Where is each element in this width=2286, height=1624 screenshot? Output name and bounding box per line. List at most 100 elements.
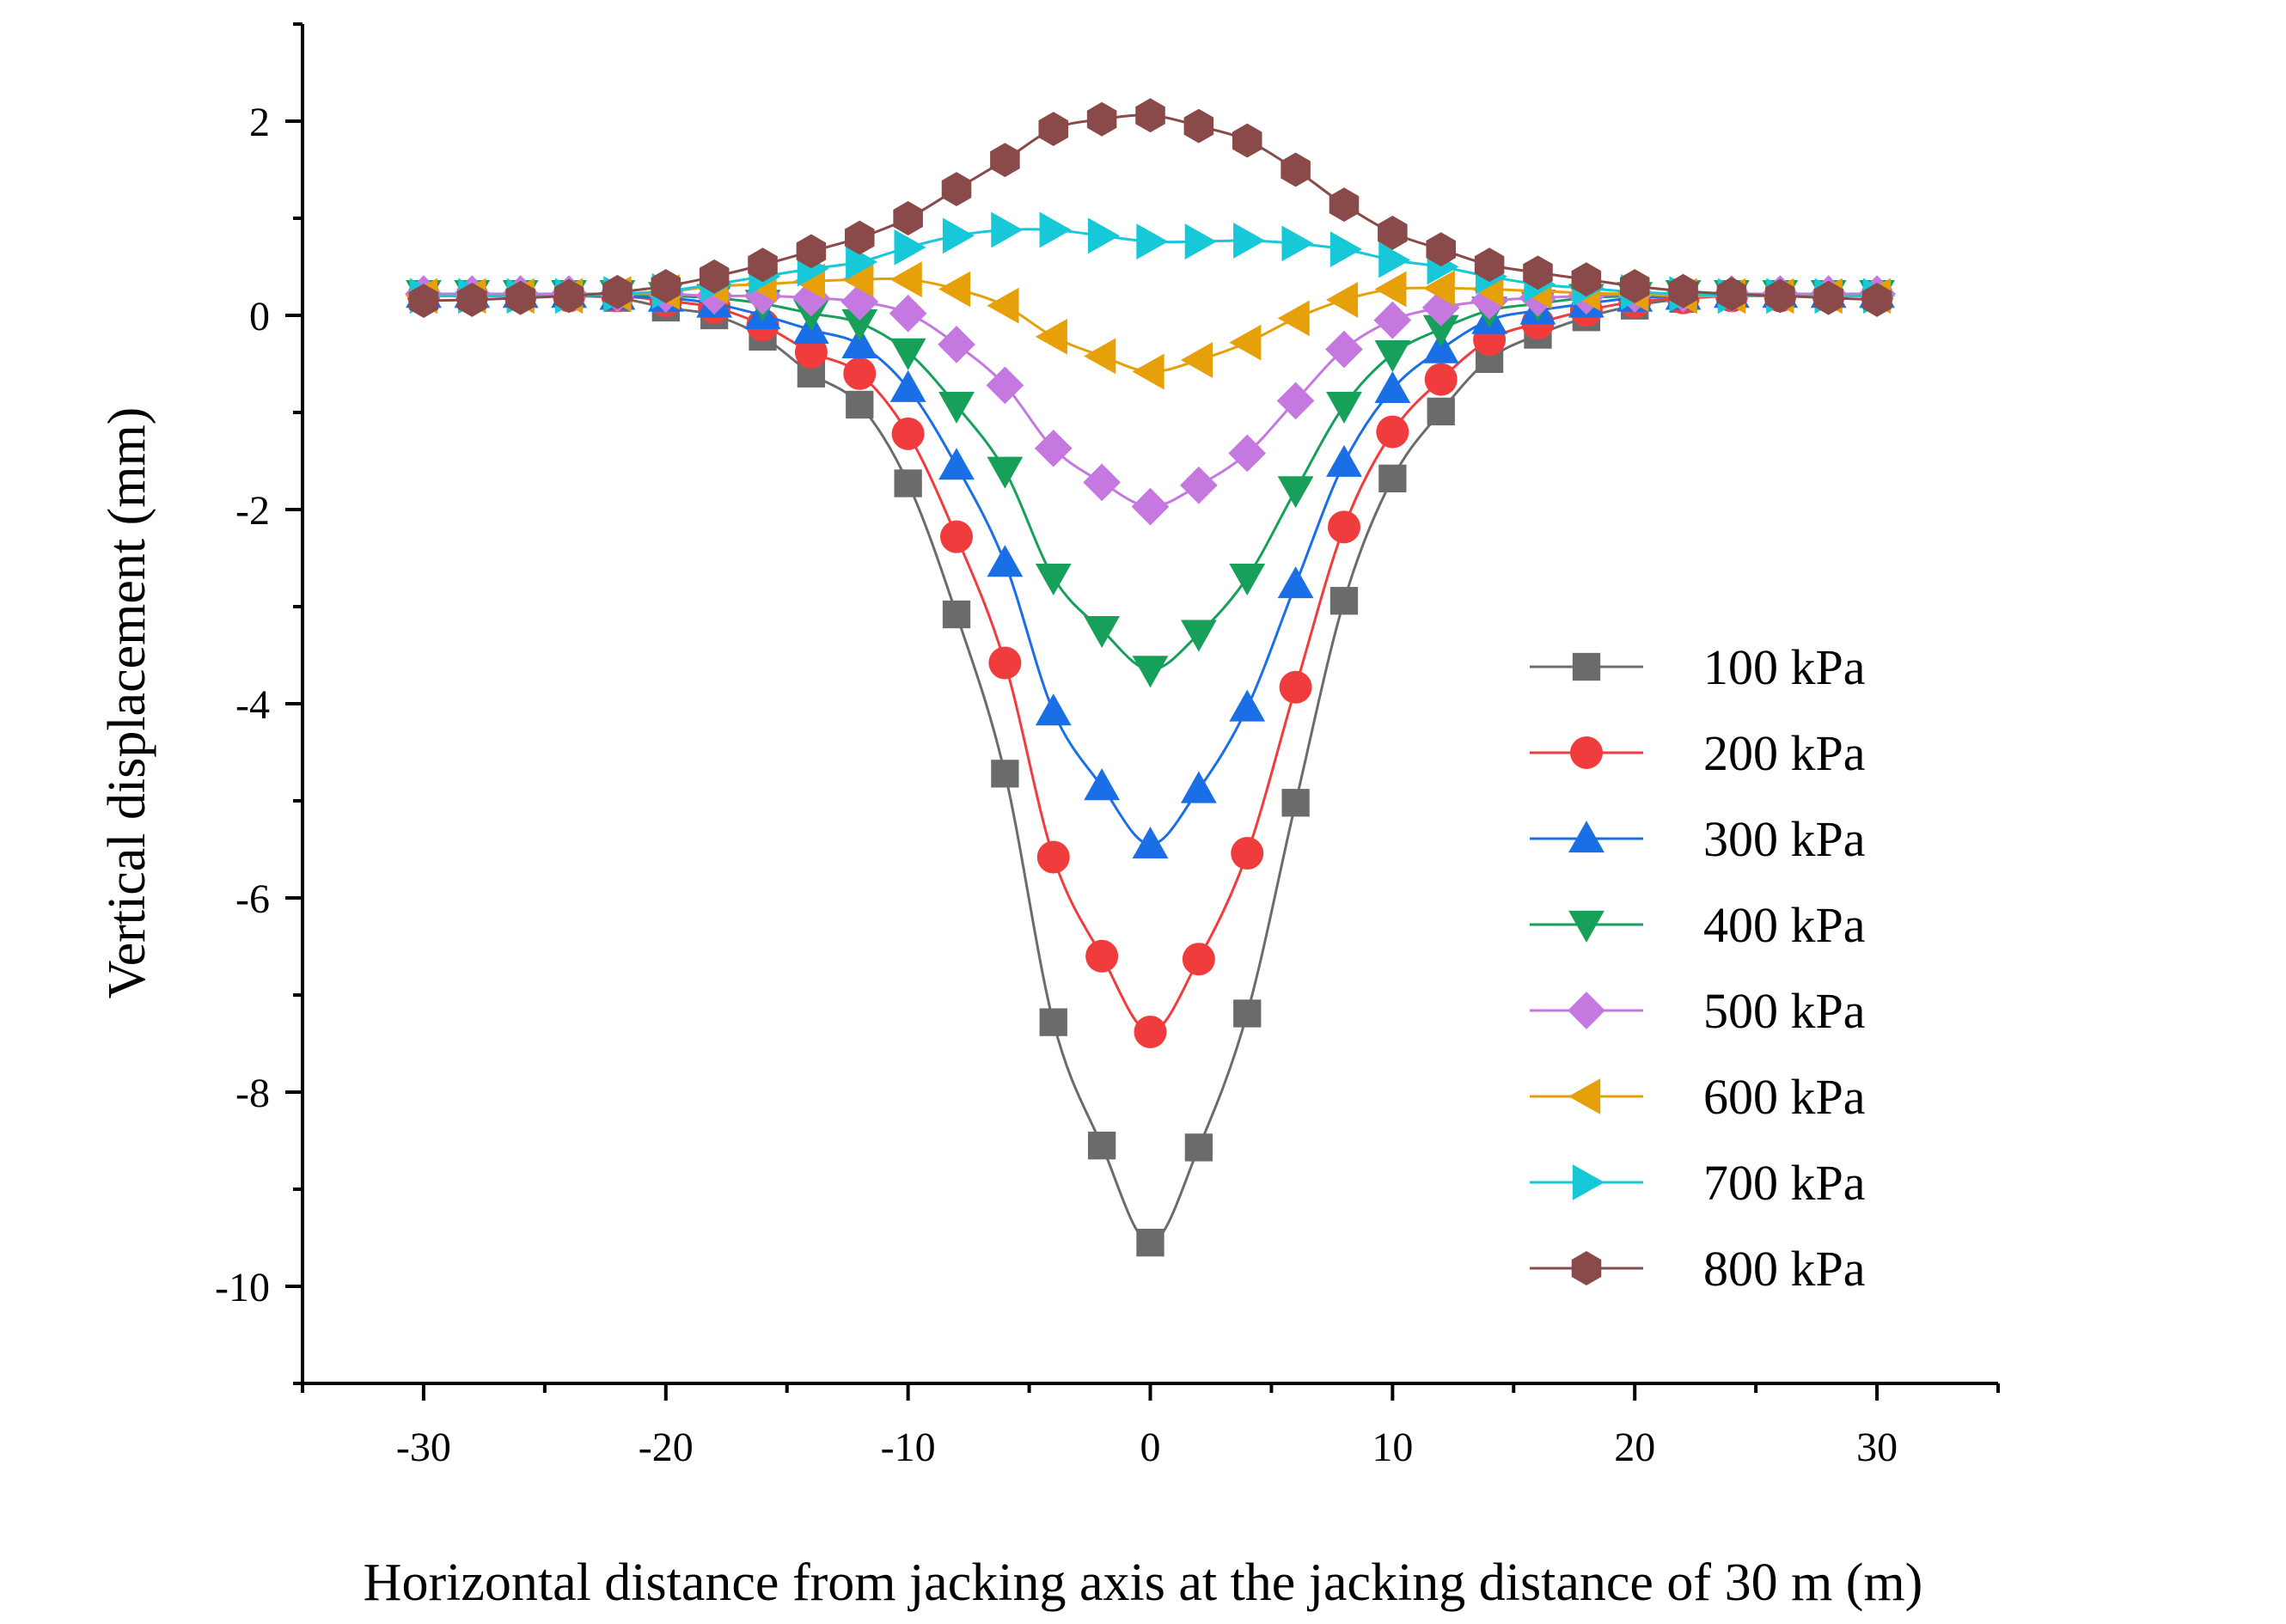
data-point: [743, 277, 782, 315]
data-point: [1422, 270, 1455, 307]
data-point: [1281, 225, 1314, 262]
data-point: [938, 271, 971, 308]
data-point: [1374, 340, 1411, 373]
legend-item: 300 kPa: [1530, 811, 1866, 867]
data-point: [1228, 434, 1267, 473]
data-point: [1376, 415, 1409, 449]
y-axis-title: Vertical displacement (mm): [98, 407, 156, 999]
data-point: [1085, 939, 1119, 973]
data-point: [938, 391, 975, 424]
data-point: [1861, 282, 1892, 317]
data-point: [1619, 269, 1650, 304]
data-point: [1716, 277, 1747, 312]
plot-series: [405, 98, 1896, 1257]
data-point: [846, 390, 874, 419]
data-point: [846, 243, 878, 280]
data-point: [1184, 223, 1217, 260]
data-point: [1180, 342, 1213, 378]
legend-item: 600 kPa: [1530, 1069, 1866, 1125]
x-tick-label: -10: [881, 1425, 936, 1470]
data-point: [1180, 771, 1217, 803]
data-point: [1136, 1229, 1164, 1257]
data-point: [651, 269, 682, 304]
legend-marker: [1572, 1164, 1604, 1200]
data-point: [1474, 247, 1505, 283]
data-point: [1039, 211, 1072, 248]
x-axis-title: Horizontal distance from jacking axis at…: [364, 1554, 1923, 1612]
series-400-kpa: [406, 279, 1895, 688]
legend-item: 700 kPa: [1530, 1155, 1866, 1211]
data-point: [940, 520, 974, 553]
data-point: [942, 600, 971, 629]
data-point: [889, 261, 922, 298]
legend-marker: [1570, 736, 1603, 769]
legend-item: 400 kPa: [1530, 897, 1866, 953]
data-point: [505, 280, 535, 315]
data-point: [1131, 487, 1170, 526]
data-point: [794, 335, 828, 369]
data-point: [1277, 300, 1310, 337]
data-point: [1132, 353, 1164, 390]
y-tick-label: -8: [235, 1071, 270, 1116]
data-point: [1277, 566, 1314, 599]
data-point: [987, 456, 1024, 489]
data-point: [843, 357, 877, 390]
data-point: [792, 278, 830, 317]
data-point: [796, 234, 827, 269]
data-point: [841, 308, 878, 341]
series-800-kpa: [408, 98, 1892, 318]
data-point: [1231, 837, 1264, 870]
data-point: [1378, 216, 1408, 250]
data-point: [987, 287, 1019, 324]
data-point: [1134, 1015, 1167, 1048]
data-point: [1329, 587, 1359, 615]
data-point: [986, 366, 1024, 405]
legend: 100 kPa 200 kPa 300 kPa 400 kPa 500 kPa 600 k…: [1530, 639, 1866, 1297]
data-point: [1034, 429, 1073, 467]
data-point: [1184, 1133, 1213, 1162]
data-point: [1329, 231, 1362, 268]
legend-label: 700 kPa: [1703, 1155, 1866, 1211]
y-tick-label: 0: [249, 294, 270, 339]
data-point: [1084, 338, 1116, 375]
data-point: [893, 201, 923, 235]
data-point: [1229, 563, 1266, 595]
legend-label: 400 kPa: [1703, 897, 1866, 953]
data-point: [1180, 620, 1217, 652]
legend-item: 100 kPa: [1530, 639, 1866, 695]
data-point: [990, 143, 1020, 178]
legend-item: 200 kPa: [1530, 725, 1866, 781]
data-point: [1378, 464, 1407, 492]
data-point: [894, 229, 926, 266]
data-point: [1374, 271, 1407, 308]
x-tick-label: 20: [1614, 1425, 1655, 1470]
data-point: [1276, 382, 1315, 420]
data-point: [1229, 324, 1262, 361]
data-point: [1374, 370, 1411, 404]
data-point: [1233, 223, 1266, 259]
data-point: [1421, 289, 1460, 327]
series-500-kpa: [405, 275, 1896, 526]
legend-marker: [1568, 910, 1604, 943]
data-point: [1422, 331, 1459, 363]
data-point: [938, 448, 975, 480]
series-line: [423, 294, 1878, 1244]
data-point: [1277, 476, 1314, 509]
legend-item: 500 kPa: [1530, 983, 1866, 1039]
data-point: [1325, 330, 1363, 369]
y-tick-label: -2: [235, 488, 270, 534]
data-point: [987, 545, 1024, 577]
data-point: [1427, 397, 1455, 426]
data-point: [1135, 98, 1165, 133]
data-point: [1233, 999, 1262, 1028]
data-point: [1422, 314, 1459, 347]
data-point: [991, 211, 1024, 248]
data-point: [889, 338, 926, 370]
y-tick-label: 2: [249, 100, 270, 145]
data-point: [408, 284, 439, 318]
legend-label: 500 kPa: [1703, 983, 1866, 1039]
data-point: [1084, 768, 1121, 801]
legend-label: 200 kPa: [1703, 725, 1866, 781]
legend-label: 800 kPa: [1703, 1241, 1866, 1297]
y-tick-label: -6: [235, 876, 270, 922]
